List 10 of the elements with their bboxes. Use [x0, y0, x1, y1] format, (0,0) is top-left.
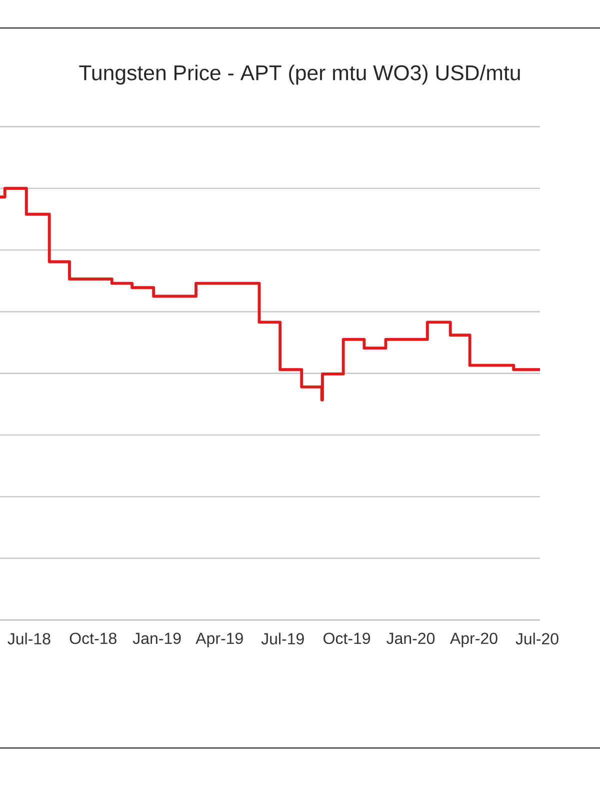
x-tick-label: Jan-19	[132, 632, 181, 644]
x-tick-label: Apr-20	[450, 632, 498, 648]
x-tick-label: Oct-18	[70, 632, 116, 644]
chart-title: Tungsten Price - APT (per mtu WO3) USD/mtu	[79, 64, 520, 85]
x-tick-label: Jan-20	[386, 632, 435, 644]
x-tick-label: Oct-19	[324, 632, 370, 644]
x-tick-label: Jul-20	[516, 632, 558, 644]
x-tick-label: Jul-19	[261, 632, 304, 644]
x-tick-label: Jul-18	[8, 632, 50, 644]
x-tick-label: Apr-19	[196, 632, 243, 648]
